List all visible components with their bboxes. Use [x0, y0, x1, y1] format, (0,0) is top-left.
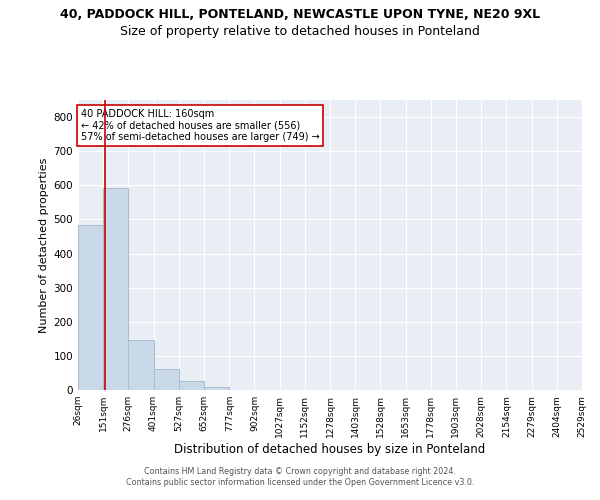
Bar	[78, 225, 103, 390]
X-axis label: Distribution of detached houses by size in Ponteland: Distribution of detached houses by size …	[175, 442, 485, 456]
Text: Contains HM Land Registry data © Crown copyright and database right 2024.: Contains HM Land Registry data © Crown c…	[144, 467, 456, 476]
Y-axis label: Number of detached properties: Number of detached properties	[40, 158, 49, 332]
Text: Contains public sector information licensed under the Open Government Licence v3: Contains public sector information licen…	[126, 478, 474, 487]
Text: 40 PADDOCK HILL: 160sqm
← 42% of detached houses are smaller (556)
57% of semi-d: 40 PADDOCK HILL: 160sqm ← 42% of detache…	[80, 108, 319, 142]
Bar	[154, 369, 179, 390]
Bar	[128, 340, 154, 390]
Bar	[103, 188, 128, 390]
Text: Size of property relative to detached houses in Ponteland: Size of property relative to detached ho…	[120, 25, 480, 38]
Text: 40, PADDOCK HILL, PONTELAND, NEWCASTLE UPON TYNE, NE20 9XL: 40, PADDOCK HILL, PONTELAND, NEWCASTLE U…	[60, 8, 540, 20]
Bar	[179, 382, 204, 390]
Bar	[204, 388, 229, 390]
